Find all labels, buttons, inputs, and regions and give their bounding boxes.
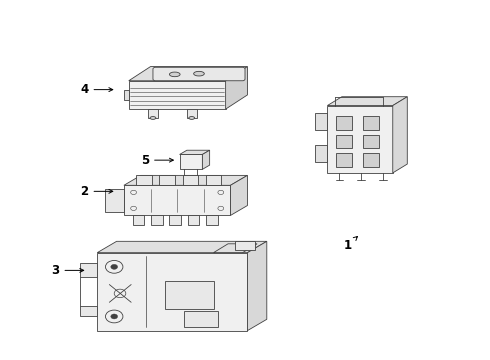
Bar: [363, 153, 379, 167]
Polygon shape: [80, 263, 97, 278]
Polygon shape: [170, 215, 181, 225]
Polygon shape: [148, 109, 158, 118]
Polygon shape: [315, 113, 327, 130]
Polygon shape: [133, 215, 144, 225]
Polygon shape: [97, 253, 247, 330]
Bar: [184, 311, 219, 327]
Circle shape: [111, 264, 118, 269]
Bar: [235, 241, 255, 250]
Polygon shape: [129, 81, 225, 109]
Polygon shape: [180, 154, 202, 169]
Polygon shape: [180, 150, 210, 154]
Text: 1: 1: [343, 237, 357, 252]
Bar: [165, 281, 214, 309]
Polygon shape: [214, 244, 257, 253]
Polygon shape: [225, 67, 247, 109]
Bar: [336, 135, 352, 148]
Text: 4: 4: [80, 83, 113, 96]
Polygon shape: [327, 97, 407, 105]
Polygon shape: [393, 97, 407, 173]
Bar: [336, 153, 352, 167]
Text: 2: 2: [80, 185, 113, 198]
Polygon shape: [129, 67, 247, 81]
Circle shape: [111, 314, 118, 319]
Polygon shape: [206, 175, 221, 185]
Polygon shape: [80, 306, 97, 316]
Polygon shape: [124, 175, 247, 185]
Polygon shape: [188, 215, 199, 225]
Ellipse shape: [170, 72, 180, 77]
Polygon shape: [187, 109, 196, 118]
Polygon shape: [159, 175, 175, 185]
Polygon shape: [124, 185, 230, 215]
Text: 5: 5: [141, 154, 173, 167]
Bar: [336, 116, 352, 130]
Ellipse shape: [150, 117, 156, 120]
Polygon shape: [230, 175, 247, 215]
Polygon shape: [151, 215, 163, 225]
Polygon shape: [327, 105, 393, 173]
Polygon shape: [97, 241, 267, 253]
Polygon shape: [182, 175, 198, 185]
FancyBboxPatch shape: [153, 67, 245, 81]
Polygon shape: [315, 145, 327, 162]
Ellipse shape: [194, 71, 204, 76]
Bar: [363, 116, 379, 130]
Polygon shape: [104, 189, 124, 212]
Polygon shape: [136, 175, 151, 185]
Polygon shape: [247, 241, 267, 330]
Polygon shape: [202, 150, 210, 169]
Bar: [363, 135, 379, 148]
Polygon shape: [206, 215, 218, 225]
Text: 3: 3: [51, 264, 84, 277]
Ellipse shape: [189, 117, 195, 120]
Polygon shape: [124, 90, 129, 100]
